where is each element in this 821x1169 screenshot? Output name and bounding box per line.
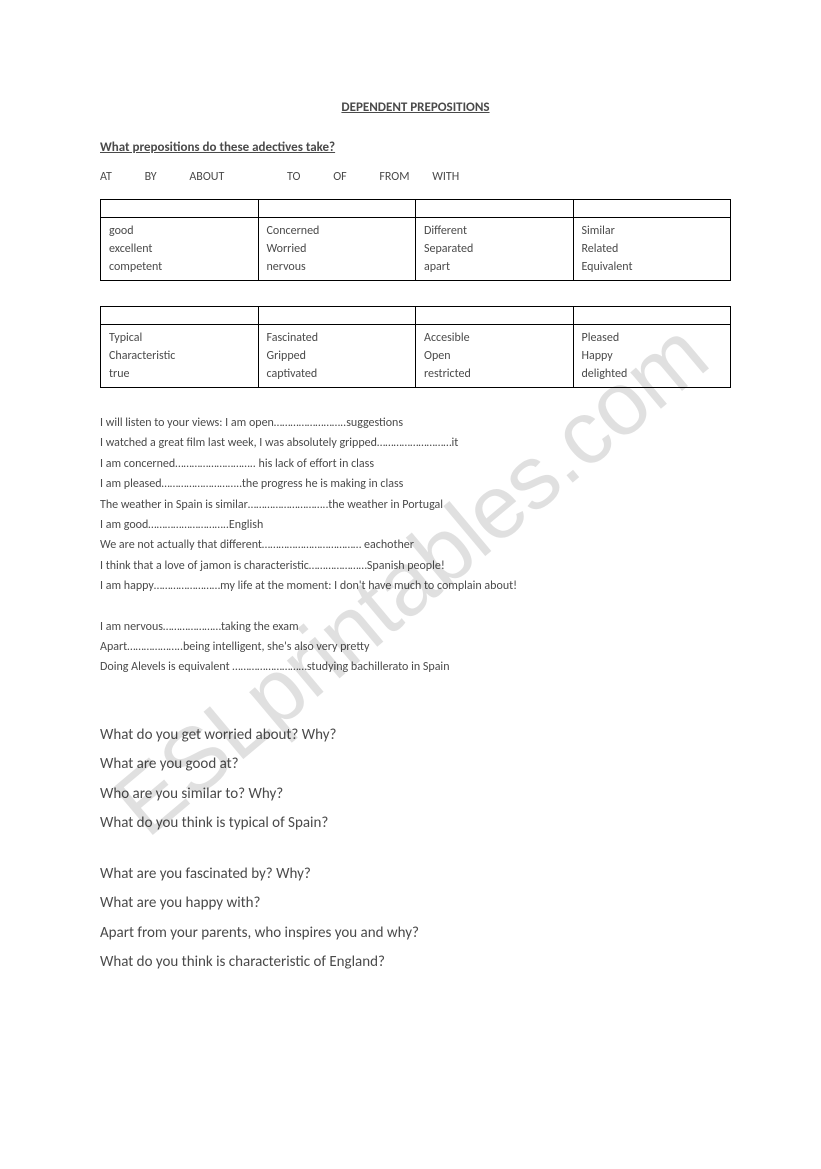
- sentence: I am pleased………………………..the progress he i…: [100, 474, 731, 494]
- fill-sentences: I will listen to your views: I am open………: [100, 413, 731, 678]
- table-header-cell: [416, 307, 574, 325]
- sentence: I watched a great film last week, I was …: [100, 433, 731, 453]
- question: Who are you similar to? Why?: [100, 782, 731, 808]
- sentence: I will listen to your views: I am open………: [100, 413, 731, 433]
- prep-item: OF: [333, 170, 346, 184]
- discussion-questions: What do you get worried about? Why? What…: [100, 723, 731, 976]
- question: What do you get worried about? Why?: [100, 723, 731, 749]
- table-cell: Pleased Happy delighted: [573, 325, 731, 388]
- table-header-cell: [416, 200, 574, 218]
- sentence: I think that a love of jamon is characte…: [100, 556, 731, 576]
- prep-item: WITH: [432, 170, 459, 184]
- prep-item: AT: [100, 170, 112, 184]
- prep-item: ABOUT: [189, 170, 224, 184]
- question: What are you good at?: [100, 752, 731, 778]
- table-cell: Accesible Open restricted: [416, 325, 574, 388]
- sentence: I am nervous…………………taking the exam: [100, 617, 731, 637]
- prep-item: FROM: [379, 170, 409, 184]
- sentence: We are not actually that different…………………: [100, 535, 731, 555]
- prep-item: BY: [145, 170, 157, 184]
- table-header-cell: [573, 200, 731, 218]
- table-header-cell: [101, 307, 259, 325]
- question: What do you think is typical of Spain?: [100, 811, 731, 837]
- table-cell: Typical Characteristic true: [101, 325, 259, 388]
- table-header-cell: [258, 200, 416, 218]
- table-header-row: [101, 307, 731, 325]
- question: What do you think is characteristic of E…: [100, 950, 731, 976]
- table-header-cell: [573, 307, 731, 325]
- table-header-cell: [101, 200, 259, 218]
- table-row: Typical Characteristic true Fascinated G…: [101, 325, 731, 388]
- table-header-row: [101, 200, 731, 218]
- question: Apart from your parents, who inspires yo…: [100, 921, 731, 947]
- preposition-list: AT BY ABOUT TO OF FROM WITH: [100, 170, 731, 184]
- question: What are you happy with?: [100, 891, 731, 917]
- subtitle: What prepositions do these adectives tak…: [100, 140, 731, 155]
- table-cell: Concerned Worried nervous: [258, 218, 416, 281]
- question: What are you fascinated by? Why?: [100, 862, 731, 888]
- sentence: I am happy……………………my life at the moment:…: [100, 576, 731, 596]
- table-cell: good excellent competent: [101, 218, 259, 281]
- table-row: good excellent competent Concerned Worri…: [101, 218, 731, 281]
- sentence: Apart………………..being intelligent, she's al…: [100, 637, 731, 657]
- prep-item: TO: [287, 170, 300, 184]
- table-header-cell: [258, 307, 416, 325]
- sentence: I am good………………………..English: [100, 515, 731, 535]
- table-cell: Similar Related Equivalent: [573, 218, 731, 281]
- sentence: The weather in Spain is similar…………………………: [100, 495, 731, 515]
- table-cell: Fascinated Gripped captivated: [258, 325, 416, 388]
- table-cell: Different Separated apart: [416, 218, 574, 281]
- adjective-table-2: Typical Characteristic true Fascinated G…: [100, 306, 731, 388]
- adjective-table-1: good excellent competent Concerned Worri…: [100, 199, 731, 281]
- sentence: I am concerned……………………….. his lack of ef…: [100, 454, 731, 474]
- page-title: DEPENDENT PREPOSITIONS: [100, 100, 731, 115]
- sentence: Doing Alevels is equivalent ………………………stu…: [100, 657, 731, 677]
